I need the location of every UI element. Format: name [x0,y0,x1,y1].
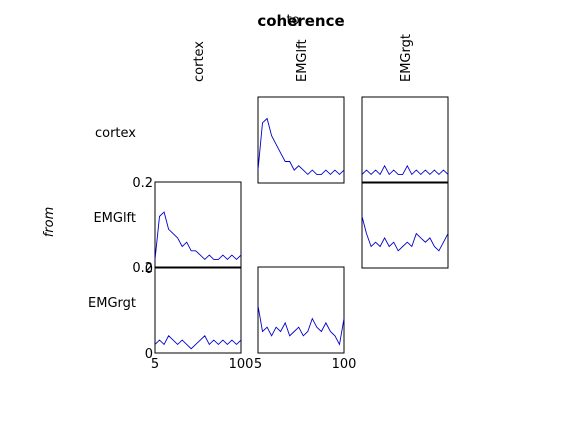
x-tick-label-min: 5 [151,357,159,372]
panel-cortex-to-EMGlft [257,96,345,184]
coherence-panels: 0.200.205 100 5 100 [132,96,449,372]
panel-EMGlft-to-EMGrgt [361,181,449,269]
coherence-line [257,305,345,346]
column-header-EMGrgt: EMGrgt [399,34,414,82]
panel-frame [154,181,242,269]
panel-frame [257,266,345,354]
x-tick-label-min: 5 [254,357,262,372]
x-tick-label-max: 100 [229,357,254,372]
column-header-cortex: cortex [192,41,207,82]
coherence-line [361,216,449,252]
figure-title: coherence [257,12,344,30]
x-tick-label-max: 100 [332,357,357,372]
row-header-EMGrgt: EMGrgt [88,296,136,311]
coherence-line [154,211,242,261]
panel-frame [154,266,242,354]
y-tick-label-min: 0 [145,262,153,277]
y-tick-label-min: 0 [145,347,153,362]
panel-frame [257,96,345,184]
panel-EMGlft-to-cortex: 0.20 [132,176,242,277]
panel-frame [361,96,449,184]
coherence-line [154,335,242,350]
coherence-line [257,117,345,176]
panel-EMGrgt-to-cortex: 0.205 100 [132,261,253,372]
row-header-cortex: cortex [95,126,136,141]
coherence-line [361,164,449,176]
panel-EMGrgt-to-EMGlft: 5 100 [254,266,357,372]
row-header-EMGlft: EMGlft [93,211,136,226]
column-header-EMGlft: EMGlft [295,39,310,82]
column-headers: cortex EMGlft EMGrgt [192,34,414,82]
to-label: to [286,13,299,28]
panel-frame [361,181,449,269]
y-tick-label-max: 0.2 [132,176,153,191]
y-tick-label-max: 0.2 [132,261,153,276]
from-label: from [42,207,57,238]
panel-cortex-to-EMGrgt [361,96,449,184]
row-headers: cortex EMGlft EMGrgt [88,126,136,311]
